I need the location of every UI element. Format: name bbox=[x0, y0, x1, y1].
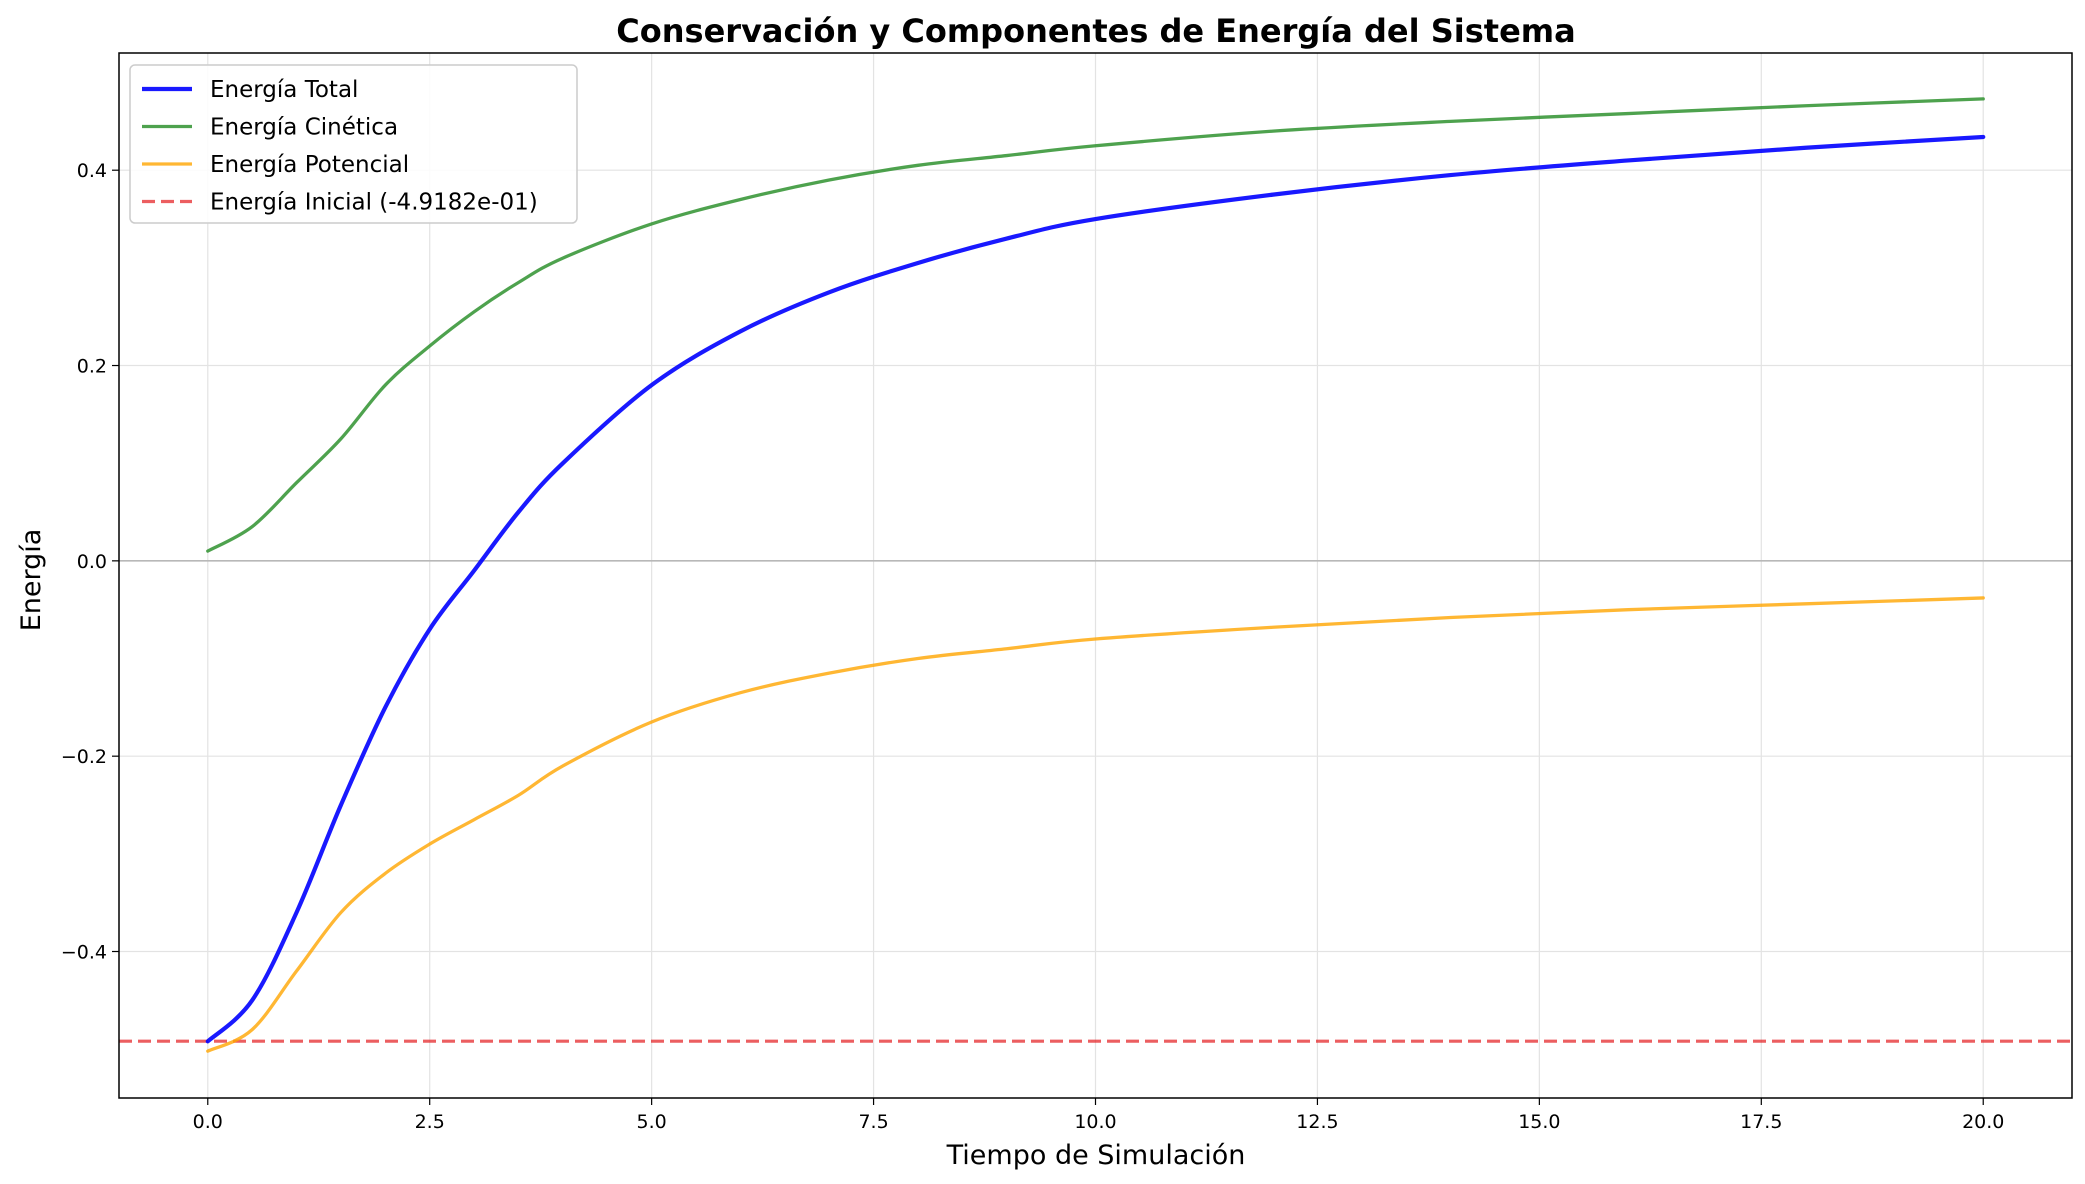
legend-box bbox=[129, 64, 578, 224]
series-line-energ-a-cin-tica bbox=[206, 97, 1985, 553]
series-line-energ-a-total bbox=[205, 134, 1986, 1044]
x-tick-label: 17.5 bbox=[1740, 1111, 1782, 1133]
y-tick-label: 0.2 bbox=[77, 356, 107, 378]
legend-label: Energía Potencial bbox=[210, 152, 409, 178]
chart-title: Conservación y Componentes de Energía de… bbox=[616, 12, 1575, 50]
legend-label: Energía Total bbox=[210, 77, 358, 103]
x-tick-label: 0.0 bbox=[193, 1111, 223, 1133]
series-lines bbox=[119, 97, 2072, 1053]
x-tick-label: 20.0 bbox=[1962, 1111, 2004, 1133]
legend-label: Energía Inicial (-4.9182e-01) bbox=[210, 190, 538, 216]
y-tick-label: −0.4 bbox=[61, 942, 107, 964]
y-tick-label: 0.0 bbox=[77, 551, 107, 573]
series-line-energ-a-potencial bbox=[206, 596, 1985, 1053]
y-tick-label: 0.4 bbox=[77, 160, 107, 182]
x-tick-label: 5.0 bbox=[637, 1111, 667, 1133]
axis-ticks: 0.0 2.5 5.0 7.5 10.0 12.5 15.0 17.5 20.0 −0.4 −0.2… bbox=[61, 160, 2005, 1133]
x-axis-label: Tiempo de Simulación bbox=[946, 1140, 1246, 1171]
x-tick-label: 12.5 bbox=[1296, 1111, 1338, 1133]
x-tick-label: 7.5 bbox=[858, 1111, 888, 1133]
legend: Energía Total Energía Cinética Energía Pot… bbox=[129, 64, 578, 224]
y-tick-label: −0.2 bbox=[61, 746, 107, 768]
y-axis-label: Energía bbox=[16, 529, 47, 632]
legend-label: Energía Cinética bbox=[210, 115, 398, 141]
x-tick-label: 10.0 bbox=[1074, 1111, 1116, 1133]
x-tick-label: 15.0 bbox=[1518, 1111, 1560, 1133]
x-tick-label: 2.5 bbox=[415, 1111, 445, 1133]
